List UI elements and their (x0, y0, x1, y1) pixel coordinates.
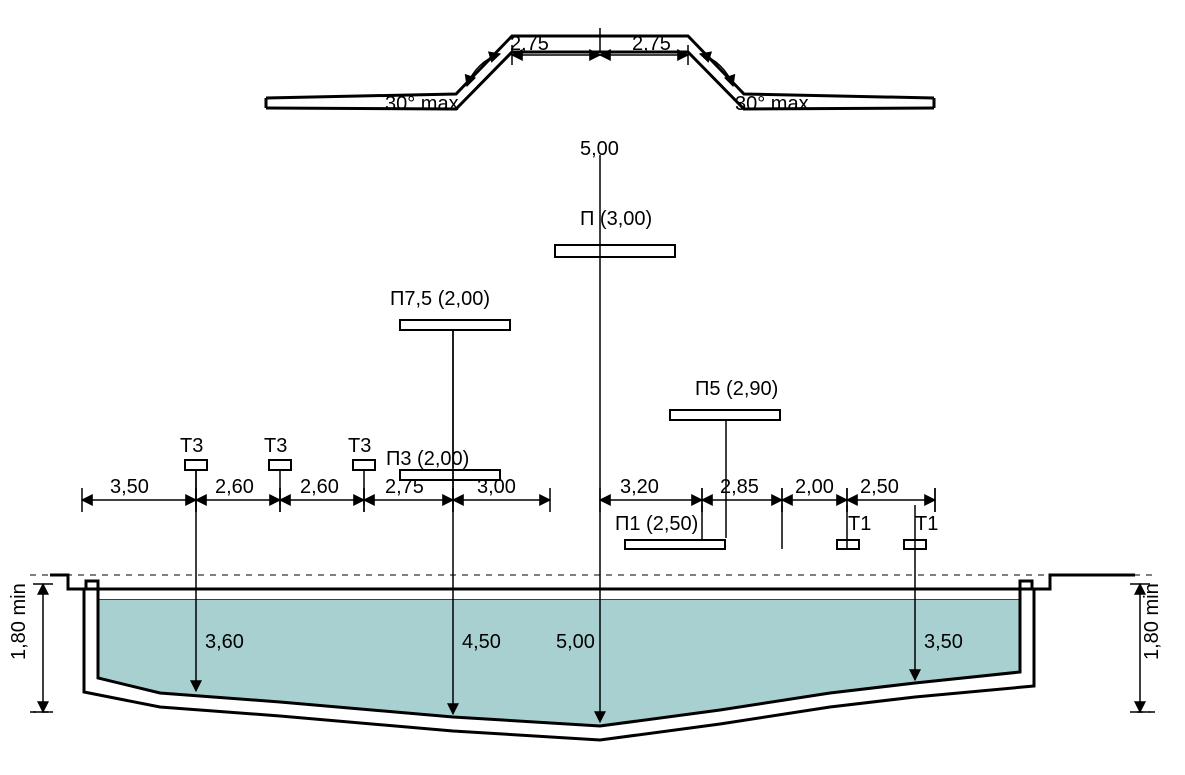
hdim-7: 2,00 (795, 476, 834, 498)
hdim-4: 3,00 (477, 476, 516, 498)
side-dim-right: 1,80 min (1141, 583, 1163, 660)
hdim-3: 2,75 (385, 476, 424, 498)
tower-T1a-label: T1 (848, 513, 871, 535)
platform-P75 (400, 320, 510, 330)
hdim-0: 3,50 (110, 476, 149, 498)
platform-P5 (670, 410, 780, 420)
depth-label-0: 3,60 (205, 631, 244, 653)
platform-P1-label: П1 (2,50) (615, 513, 698, 535)
platform-P5-label: П5 (2,90) (695, 378, 778, 400)
tower-T3b-label: T3 (264, 435, 287, 457)
tower-T3a-label: T3 (180, 435, 203, 457)
diagram-canvas: 2,75 2,75 30° max 30° max 5,00 П (3,00) П7,5 (… (0, 0, 1185, 775)
tower-T3c-label: T3 (348, 435, 371, 457)
platform-P1 (625, 540, 725, 549)
tower-T3a (185, 460, 207, 470)
roof-dim-left: 2,75 (510, 33, 549, 55)
hdim-2: 2,60 (300, 476, 339, 498)
water-fill (98, 600, 1020, 726)
tower-T3c (353, 460, 375, 470)
hdim-6: 2,85 (720, 476, 759, 498)
depth-label-3: 3,50 (924, 631, 963, 653)
tower-T3b (269, 460, 291, 470)
tower-T1a (837, 540, 859, 549)
side-dim-left: 1,80 min (8, 583, 30, 660)
tower-T1b-label: T1 (915, 513, 938, 535)
angle-right: 30° max (735, 93, 809, 115)
platform-P3-label: П3 (2,00) (386, 448, 469, 470)
platform-P (555, 245, 675, 257)
depth-label-2: 5,00 (556, 631, 595, 653)
hdim-8: 2,50 (860, 476, 899, 498)
roof-dim-right: 2,75 (632, 33, 671, 55)
angle-left: 30° max (385, 93, 459, 115)
platform-P75-label: П7,5 (2,00) (390, 288, 490, 310)
hdim-5: 3,20 (620, 476, 659, 498)
hdim-1: 2,60 (215, 476, 254, 498)
platform-P-label: П (3,00) (580, 208, 652, 230)
depth-label-1: 4,50 (462, 631, 501, 653)
